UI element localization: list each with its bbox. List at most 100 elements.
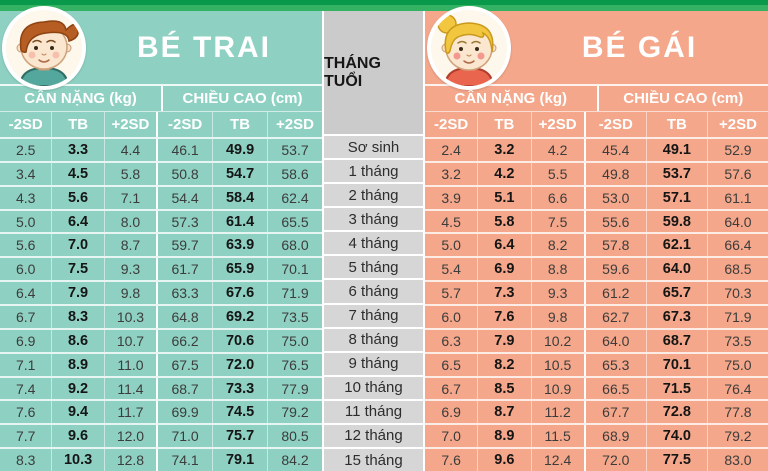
months-column: THÁNG TUỔI Sơ sinh 1 tháng 2 tháng 3 tháng 4… [322, 11, 425, 471]
girls-row-1: 3.2 4.2 5.5 49.8 53.7 57.6 [425, 160, 768, 185]
boys-row-5-cell-0: 6.0 [15, 261, 36, 278]
boys-row-6-cell-4: 67.6 [212, 282, 267, 305]
boys-row-0-cell-3: 46.1 [156, 139, 212, 161]
boys-row-8-cell-3: 66.2 [156, 329, 212, 352]
boys-row-2: 4.3 5.6 7.1 54.4 58.4 62.4 [0, 184, 322, 209]
girls-weight-col-TB: TB [477, 112, 530, 137]
girls-header: BÉ GÁI [425, 5, 768, 90]
girls-weight-col--2SD: -2SD [434, 116, 469, 133]
girls-row-2-cell-4: 57.1 [645, 186, 707, 209]
girls-row-3-cell-0: 4.5 [441, 213, 461, 230]
boys-row-13-cell-2: 12.8 [103, 449, 156, 471]
boys-row-2-cell-1: 5.6 [51, 186, 103, 209]
boys-row-11: 7.6 9.4 11.7 69.9 74.5 79.2 [0, 399, 322, 424]
girls-row-11-cell-2: 11.2 [530, 401, 584, 424]
boys-row-3-cell-3: 57.3 [156, 210, 212, 233]
girls-row-10-cell-0: 6.7 [441, 380, 461, 397]
month-row-5: 5 tháng [324, 254, 423, 279]
girls-row-9-cell-5: 75.0 [706, 353, 768, 376]
girls-row-0-cell-3: 45.4 [583, 139, 646, 161]
boys-row-13-cell-0: 8.3 [15, 452, 36, 469]
girls-row-10-cell-1: 8.5 [477, 377, 530, 400]
boys-row-0-cell-2: 4.4 [103, 139, 156, 161]
boys-row-3-cell-2: 8.0 [103, 210, 156, 233]
boys-row-3: 5.0 6.4 8.0 57.3 61.4 65.5 [0, 208, 322, 233]
girls-weight-col-+2SD: +2SD [530, 112, 584, 137]
girls-row-6-cell-1: 7.3 [477, 282, 530, 305]
boys-row-9-cell-2: 11.0 [103, 353, 156, 376]
boys-sd-subheader: -2SD TB +2SD -2SD TB +2SD [0, 111, 322, 137]
boys-weight-col-TB: TB [51, 112, 103, 137]
boys-row-5-cell-5: 70.1 [267, 258, 322, 281]
girls-row-3: 4.5 5.8 7.5 55.6 59.8 64.0 [425, 208, 768, 233]
girls-row-3-cell-4: 59.8 [645, 210, 707, 233]
girls-row-10-cell-3: 66.5 [583, 377, 646, 400]
month-row-1: 1 tháng [324, 158, 423, 183]
boys-row-4: 5.6 7.0 8.7 59.7 63.9 68.0 [0, 232, 322, 257]
boys-row-11-cell-5: 79.2 [267, 401, 322, 424]
boys-row-5-cell-1: 7.5 [51, 258, 103, 281]
girls-height-col--2SD: -2SD [583, 112, 646, 137]
girls-row-2-cell-0: 3.9 [441, 189, 461, 206]
boys-row-1-cell-2: 5.8 [103, 162, 156, 185]
girls-row-3-cell-1: 5.8 [477, 210, 530, 233]
boys-weight-col-+2SD: +2SD [103, 112, 156, 137]
content: BÉ TRAI CÂN NẶNG (kg) CHIỀU CAO (cm) -2S… [0, 5, 768, 471]
boys-row-3-cell-1: 6.4 [51, 210, 103, 233]
boys-row-2-cell-2: 7.1 [103, 186, 156, 209]
girls-row-10: 6.7 8.5 10.9 66.5 71.5 76.4 [425, 375, 768, 400]
girls-row-9: 6.5 8.2 10.5 65.3 70.1 75.0 [425, 351, 768, 376]
boys-row-5-cell-4: 65.9 [212, 258, 267, 281]
girls-row-12-cell-5: 79.2 [706, 425, 768, 448]
boys-row-8-cell-0: 6.9 [15, 332, 36, 349]
boys-row-6-cell-5: 71.9 [267, 282, 322, 305]
months-header: THÁNG TUỔI [324, 54, 381, 90]
boys-header: BÉ TRAI [0, 5, 322, 90]
boys-row-9-cell-0: 7.1 [15, 356, 36, 373]
girls-row-9-cell-1: 8.2 [477, 353, 530, 376]
boys-row-4-cell-0: 5.6 [15, 237, 36, 254]
girls-row-11: 6.9 8.7 11.2 67.7 72.8 77.8 [425, 399, 768, 424]
girls-row-2-cell-1: 5.1 [477, 186, 530, 209]
girls-row-6-cell-4: 65.7 [645, 282, 707, 305]
girls-row-8-cell-0: 6.3 [441, 332, 461, 349]
boy-avatar [2, 5, 86, 90]
boys-row-13-cell-4: 79.1 [212, 449, 267, 471]
boys-row-10-cell-4: 73.3 [212, 377, 267, 400]
girls-section: BÉ GÁI CÂN NẶNG (kg) CHIỀU CAO (cm) -2SD… [425, 5, 768, 471]
boys-row-9-cell-4: 72.0 [212, 353, 267, 376]
boys-row-1-cell-3: 50.8 [156, 162, 212, 185]
boys-row-8-cell-2: 10.7 [103, 329, 156, 352]
boys-row-0: 2.5 3.3 4.4 46.1 49.9 53.7 [0, 137, 322, 161]
month-row-0: Sơ sinh [324, 134, 423, 159]
month-row-4: 4 tháng [324, 230, 423, 255]
boys-row-4-cell-1: 7.0 [51, 234, 103, 257]
boys-row-10-cell-0: 7.4 [15, 380, 36, 397]
boys-row-1: 3.4 4.5 5.8 50.8 54.7 58.6 [0, 160, 322, 185]
girls-row-12: 7.0 8.9 11.5 68.9 74.0 79.2 [425, 423, 768, 448]
boys-row-8: 6.9 8.6 10.7 66.2 70.6 75.0 [0, 327, 322, 352]
month-row-6: 6 tháng [324, 278, 423, 303]
girls-row-1-cell-5: 57.6 [706, 162, 768, 185]
month-row-13: 15 tháng [324, 447, 423, 471]
boys-row-5-cell-2: 9.3 [103, 258, 156, 281]
girls-row-7-cell-4: 67.3 [645, 306, 707, 328]
boys-height-col--2SD: -2SD [156, 112, 212, 137]
girls-row-2-cell-3: 53.0 [583, 186, 646, 209]
girls-row-12-cell-0: 7.0 [441, 428, 461, 445]
girls-row-8-cell-1: 7.9 [477, 329, 530, 352]
girls-row-4-cell-5: 66.4 [706, 234, 768, 257]
boys-row-6-cell-1: 7.9 [51, 282, 103, 305]
boys-row-12-cell-4: 75.7 [212, 425, 267, 448]
boys-row-4-cell-4: 63.9 [212, 234, 267, 257]
boys-row-5: 6.0 7.5 9.3 61.7 65.9 70.1 [0, 256, 322, 281]
month-row-3: 3 tháng [324, 206, 423, 231]
month-row-10: 10 tháng [324, 374, 423, 399]
boys-row-5-cell-3: 61.7 [156, 258, 212, 281]
boys-row-8-cell-1: 8.6 [51, 329, 103, 352]
boys-row-12-cell-1: 9.6 [51, 425, 103, 448]
girls-height-group-label: CHIỀU CAO (cm) [596, 86, 768, 111]
boys-row-13-cell-1: 10.3 [51, 449, 103, 471]
boys-row-11-cell-2: 11.7 [103, 401, 156, 424]
